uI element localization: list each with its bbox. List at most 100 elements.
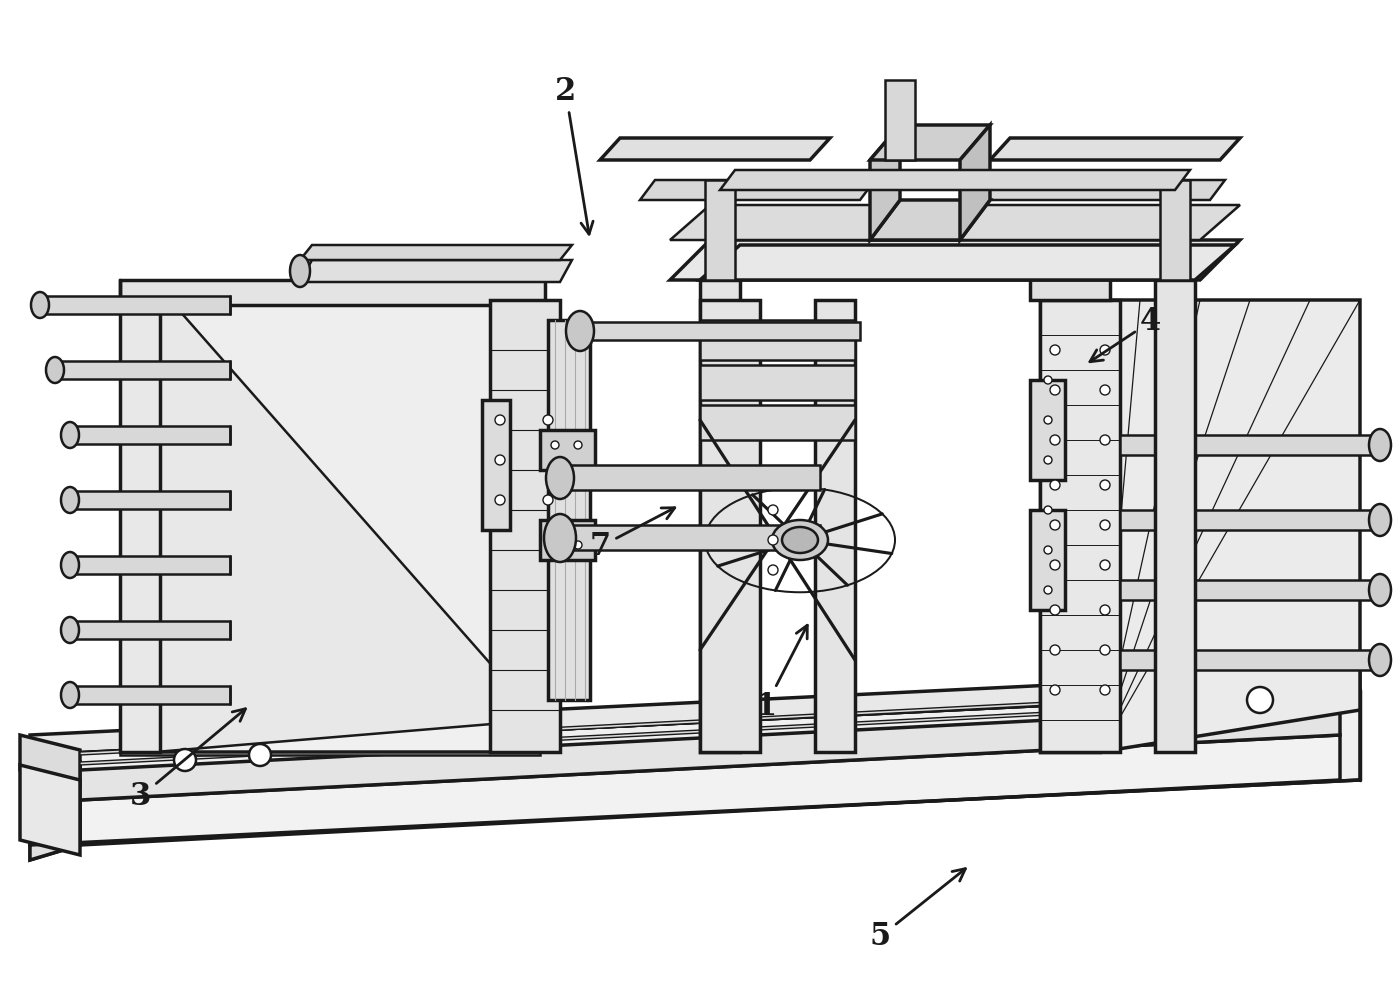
- Polygon shape: [700, 280, 740, 752]
- Polygon shape: [80, 735, 1341, 845]
- Polygon shape: [1040, 300, 1100, 752]
- Polygon shape: [705, 180, 735, 280]
- Circle shape: [1100, 345, 1110, 355]
- Circle shape: [1100, 605, 1110, 615]
- Ellipse shape: [566, 311, 594, 351]
- Polygon shape: [29, 800, 80, 860]
- Polygon shape: [561, 465, 821, 490]
- Polygon shape: [960, 125, 990, 240]
- Ellipse shape: [547, 457, 575, 499]
- Polygon shape: [1120, 580, 1380, 600]
- Circle shape: [1076, 697, 1103, 723]
- Ellipse shape: [1369, 574, 1391, 606]
- Polygon shape: [140, 300, 540, 752]
- Polygon shape: [29, 800, 80, 860]
- Circle shape: [1044, 376, 1053, 384]
- Polygon shape: [1155, 280, 1195, 752]
- Ellipse shape: [781, 527, 818, 553]
- Circle shape: [495, 455, 505, 465]
- Polygon shape: [20, 765, 80, 855]
- Polygon shape: [720, 170, 1190, 190]
- Circle shape: [1044, 416, 1053, 424]
- Polygon shape: [700, 245, 1234, 280]
- Circle shape: [1050, 520, 1060, 530]
- Circle shape: [1100, 685, 1110, 695]
- Polygon shape: [561, 525, 821, 550]
- Text: 3: 3: [130, 709, 246, 812]
- Polygon shape: [1100, 300, 1360, 752]
- Circle shape: [768, 535, 779, 545]
- Polygon shape: [548, 320, 590, 700]
- Polygon shape: [540, 430, 596, 470]
- Polygon shape: [885, 80, 916, 160]
- Circle shape: [1162, 692, 1188, 718]
- Text: 5: 5: [870, 869, 966, 952]
- Text: 1: 1: [755, 625, 807, 722]
- Text: 7: 7: [590, 508, 675, 562]
- Ellipse shape: [62, 487, 80, 513]
- Polygon shape: [700, 405, 856, 440]
- Circle shape: [495, 495, 505, 505]
- Polygon shape: [1030, 260, 1110, 300]
- Polygon shape: [29, 670, 1360, 755]
- Polygon shape: [960, 180, 1225, 200]
- Circle shape: [1100, 480, 1110, 490]
- Circle shape: [1100, 385, 1110, 395]
- Circle shape: [1050, 480, 1060, 490]
- Polygon shape: [70, 686, 231, 704]
- Polygon shape: [700, 365, 856, 400]
- Circle shape: [768, 505, 779, 515]
- Polygon shape: [70, 426, 231, 444]
- Circle shape: [173, 749, 196, 771]
- Ellipse shape: [544, 514, 576, 562]
- Ellipse shape: [31, 292, 49, 318]
- Polygon shape: [700, 320, 856, 360]
- Circle shape: [551, 441, 559, 449]
- Circle shape: [1100, 435, 1110, 445]
- Circle shape: [575, 441, 582, 449]
- Circle shape: [575, 541, 582, 549]
- Polygon shape: [482, 400, 510, 530]
- Polygon shape: [1120, 435, 1380, 455]
- Ellipse shape: [289, 255, 310, 287]
- Circle shape: [1247, 687, 1274, 713]
- Circle shape: [542, 415, 554, 425]
- Ellipse shape: [772, 520, 828, 560]
- Polygon shape: [990, 138, 1240, 160]
- Polygon shape: [1030, 380, 1065, 480]
- Ellipse shape: [1369, 644, 1391, 676]
- Ellipse shape: [1369, 429, 1391, 461]
- Polygon shape: [80, 687, 1341, 755]
- Circle shape: [1044, 456, 1053, 464]
- Circle shape: [1044, 586, 1053, 594]
- Circle shape: [542, 455, 554, 465]
- Polygon shape: [120, 280, 545, 305]
- Circle shape: [1050, 345, 1060, 355]
- Polygon shape: [20, 735, 80, 785]
- Polygon shape: [640, 180, 875, 200]
- Circle shape: [1100, 560, 1110, 570]
- Polygon shape: [29, 690, 1360, 845]
- Polygon shape: [70, 491, 231, 509]
- Polygon shape: [70, 621, 231, 639]
- Polygon shape: [1160, 180, 1190, 280]
- Circle shape: [1050, 645, 1060, 655]
- Polygon shape: [600, 138, 830, 160]
- Text: 4: 4: [1090, 306, 1162, 362]
- Ellipse shape: [62, 617, 80, 643]
- Polygon shape: [870, 125, 990, 160]
- Polygon shape: [540, 520, 596, 560]
- Circle shape: [1050, 560, 1060, 570]
- Circle shape: [1100, 645, 1110, 655]
- Ellipse shape: [46, 357, 64, 383]
- Ellipse shape: [62, 422, 80, 448]
- Polygon shape: [700, 300, 761, 752]
- Circle shape: [551, 541, 559, 549]
- Polygon shape: [301, 260, 572, 282]
- Polygon shape: [1120, 510, 1380, 530]
- Circle shape: [495, 415, 505, 425]
- Polygon shape: [120, 300, 540, 755]
- Polygon shape: [70, 556, 231, 574]
- Ellipse shape: [1369, 504, 1391, 536]
- Circle shape: [542, 495, 554, 505]
